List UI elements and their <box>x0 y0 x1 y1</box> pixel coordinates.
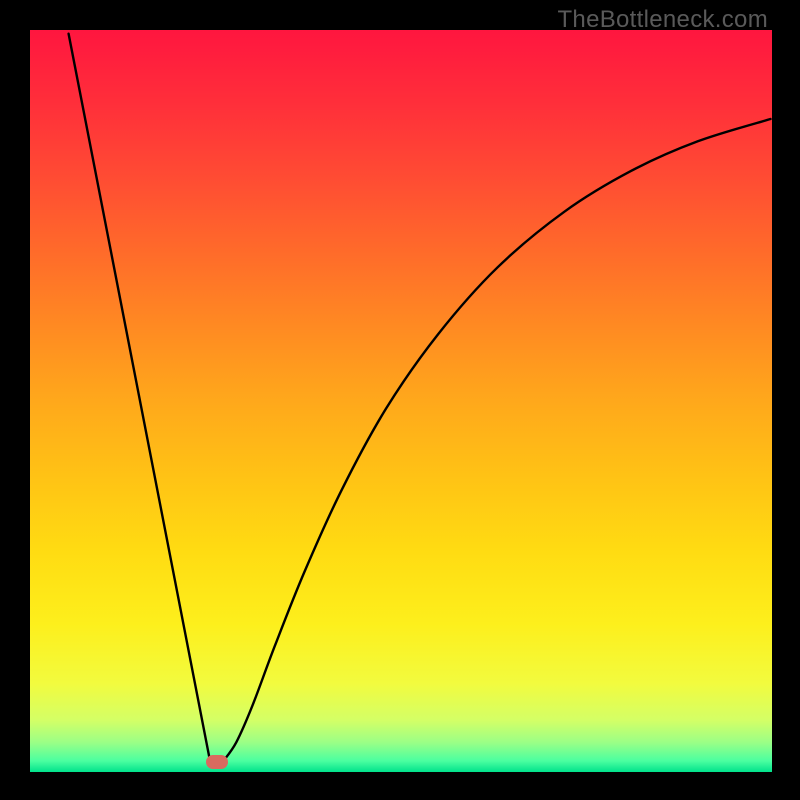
curve-layer <box>30 30 772 772</box>
minimum-marker <box>206 755 228 769</box>
bottleneck-curve <box>69 34 771 763</box>
plot-area <box>30 30 772 772</box>
chart-canvas: TheBottleneck.com <box>0 0 800 800</box>
watermark-text: TheBottleneck.com <box>557 6 768 34</box>
